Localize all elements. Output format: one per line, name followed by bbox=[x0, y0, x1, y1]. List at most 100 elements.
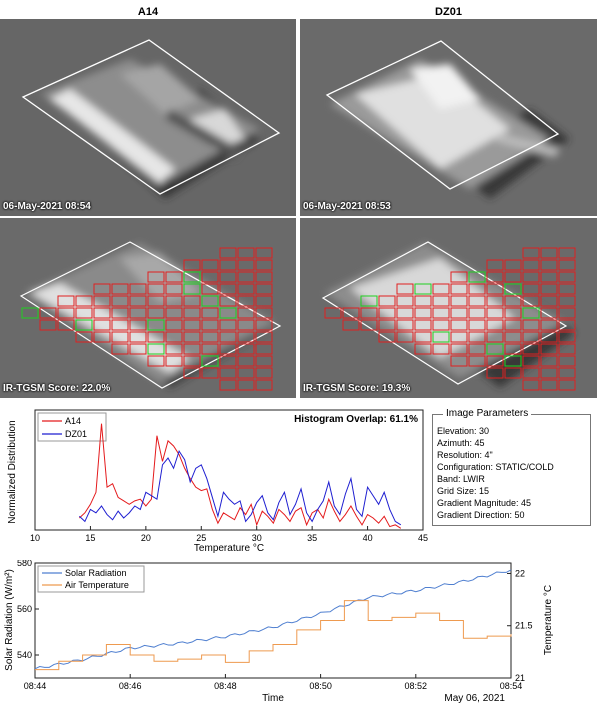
grid-cell-mismatch bbox=[147, 283, 165, 295]
grid-cell-mismatch bbox=[39, 319, 57, 331]
grid-cell-mismatch bbox=[93, 295, 111, 307]
grid-cell-mismatch bbox=[396, 283, 414, 295]
grid-cell-mismatch bbox=[468, 283, 486, 295]
grid-cell-mismatch bbox=[378, 319, 396, 331]
grid-cell-match bbox=[147, 319, 165, 331]
grid-cell-mismatch bbox=[396, 307, 414, 319]
grid-cell-mismatch bbox=[111, 283, 129, 295]
grid-cell-mismatch bbox=[450, 319, 468, 331]
grid-cell-mismatch bbox=[255, 343, 273, 355]
grid-cell-mismatch bbox=[183, 319, 201, 331]
grid-cell-mismatch bbox=[219, 259, 237, 271]
param-configuration: Configuration: STATIC/COLD bbox=[437, 462, 554, 472]
grid-cell-mismatch bbox=[360, 307, 378, 319]
dz01-optical-image: 06-May-2021 08:53 bbox=[300, 19, 597, 216]
histogram-xtick-label: 35 bbox=[307, 533, 317, 543]
grid-cell-mismatch bbox=[522, 283, 540, 295]
grid-cell-match bbox=[522, 307, 540, 319]
grid-cell-mismatch bbox=[255, 295, 273, 307]
grid-cell-mismatch bbox=[111, 307, 129, 319]
a14-optical-image: 06-May-2021 08:54 bbox=[0, 19, 296, 216]
grid-cell-mismatch bbox=[396, 331, 414, 343]
grid-cell-mismatch bbox=[450, 355, 468, 367]
param-gradient-direction: Gradient Direction: 50 bbox=[437, 510, 525, 520]
grid-cell-mismatch bbox=[558, 247, 576, 259]
histogram-xtick-label: 40 bbox=[363, 533, 373, 543]
grid-cell-mismatch bbox=[522, 259, 540, 271]
grid-cell-mismatch bbox=[111, 343, 129, 355]
histogram-xtick-label: 30 bbox=[252, 533, 262, 543]
grid-cell-mismatch bbox=[486, 367, 504, 379]
grid-cell-mismatch bbox=[558, 295, 576, 307]
grid-cell-mismatch bbox=[57, 307, 75, 319]
grid-cell-mismatch bbox=[558, 367, 576, 379]
grid-cell-mismatch bbox=[450, 271, 468, 283]
param-band: Band: LWIR bbox=[437, 474, 485, 484]
grid-cell-mismatch bbox=[504, 343, 522, 355]
dz01-gradient-image: IR-TGSM Score: 19.3% bbox=[300, 218, 597, 398]
grid-cell-mismatch bbox=[342, 307, 360, 319]
grid-cell-match bbox=[183, 271, 201, 283]
legend-label-a14: A14 bbox=[65, 416, 81, 426]
grid-cell-mismatch bbox=[237, 271, 255, 283]
grid-cell-mismatch bbox=[396, 295, 414, 307]
grid-cell-mismatch bbox=[57, 295, 75, 307]
air-temperature-line bbox=[35, 600, 512, 671]
grid-cell-mismatch bbox=[147, 307, 165, 319]
dz01-optical-timestamp: 06-May-2021 08:53 bbox=[303, 201, 391, 212]
grid-cell-mismatch bbox=[237, 367, 255, 379]
grid-cell-mismatch bbox=[111, 319, 129, 331]
param-gradient-magnitude: Gradient Magnitude: 45 bbox=[437, 498, 532, 508]
grid-cell-mismatch bbox=[432, 295, 450, 307]
grid-cell-mismatch bbox=[183, 295, 201, 307]
grid-cell-mismatch bbox=[486, 259, 504, 271]
grid-cell-match bbox=[360, 295, 378, 307]
grid-cell-mismatch bbox=[504, 367, 522, 379]
histogram-xtick-label: 45 bbox=[418, 533, 428, 543]
left-image-title: A14 bbox=[137, 6, 159, 18]
grid-cell-mismatch bbox=[558, 259, 576, 271]
histogram-legend: A14 DZ01 bbox=[37, 412, 107, 442]
a14-grid-overlay bbox=[0, 218, 296, 398]
grid-cell-match bbox=[201, 295, 219, 307]
weather-chart: Solar Radiation (W/m²) Temperature °C Ti… bbox=[4, 560, 554, 704]
grid-cell-mismatch bbox=[129, 283, 147, 295]
grid-cell-mismatch bbox=[255, 247, 273, 259]
weather-ylabel-right: Temperature °C bbox=[543, 585, 554, 655]
grid-cell-mismatch bbox=[522, 319, 540, 331]
grid-cell-mismatch bbox=[255, 259, 273, 271]
grid-cell-mismatch bbox=[183, 259, 201, 271]
grid-cell-mismatch bbox=[237, 379, 255, 391]
grid-cell-mismatch bbox=[414, 319, 432, 331]
grid-cell-mismatch bbox=[219, 271, 237, 283]
grid-cell-mismatch bbox=[255, 355, 273, 367]
grid-cell-mismatch bbox=[201, 283, 219, 295]
grid-cell-mismatch bbox=[147, 295, 165, 307]
grid-cell-mismatch bbox=[468, 295, 486, 307]
grid-cell-match bbox=[201, 355, 219, 367]
grid-cell-mismatch bbox=[450, 307, 468, 319]
grid-cell-mismatch bbox=[237, 295, 255, 307]
grid-cell-match bbox=[504, 283, 522, 295]
weather-ytick-left-label: 560 bbox=[17, 604, 32, 614]
grid-cell-mismatch bbox=[558, 379, 576, 391]
grid-cell-mismatch bbox=[486, 271, 504, 283]
weather-legend: Solar Radiation Air Temperature bbox=[37, 565, 145, 593]
param-elevation: Elevation: 30 bbox=[437, 426, 490, 436]
grid-cell-mismatch bbox=[219, 379, 237, 391]
grid-cell-mismatch bbox=[432, 283, 450, 295]
grid-cell-mismatch bbox=[504, 271, 522, 283]
image-parameters-panel: Image Parameters Elevation: 30 Azimuth: … bbox=[432, 408, 591, 526]
grid-cell-mismatch bbox=[558, 319, 576, 331]
weather-ytick-left-label: 580 bbox=[17, 560, 32, 568]
grid-cell-mismatch bbox=[201, 367, 219, 379]
weather-xtick-label: 08:48 bbox=[214, 681, 237, 691]
grid-cell-mismatch bbox=[237, 283, 255, 295]
param-resolution: Resolution: 4" bbox=[437, 450, 493, 460]
grid-cell-mismatch bbox=[342, 319, 360, 331]
grid-cell-mismatch bbox=[540, 331, 558, 343]
grid-cell-match bbox=[468, 271, 486, 283]
grid-cell-mismatch bbox=[219, 295, 237, 307]
weather-xtick-label: 08:50 bbox=[309, 681, 332, 691]
grid-cell-mismatch bbox=[468, 343, 486, 355]
